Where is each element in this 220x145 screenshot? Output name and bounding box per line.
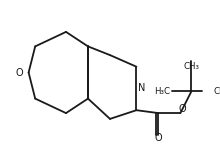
Text: CH₃: CH₃ [183, 62, 199, 71]
Text: O: O [16, 68, 24, 77]
Text: N: N [138, 84, 146, 93]
Text: O: O [179, 105, 186, 114]
Text: CH₃: CH₃ [213, 87, 220, 96]
Text: O: O [155, 134, 162, 143]
Text: H₃C: H₃C [154, 87, 170, 96]
